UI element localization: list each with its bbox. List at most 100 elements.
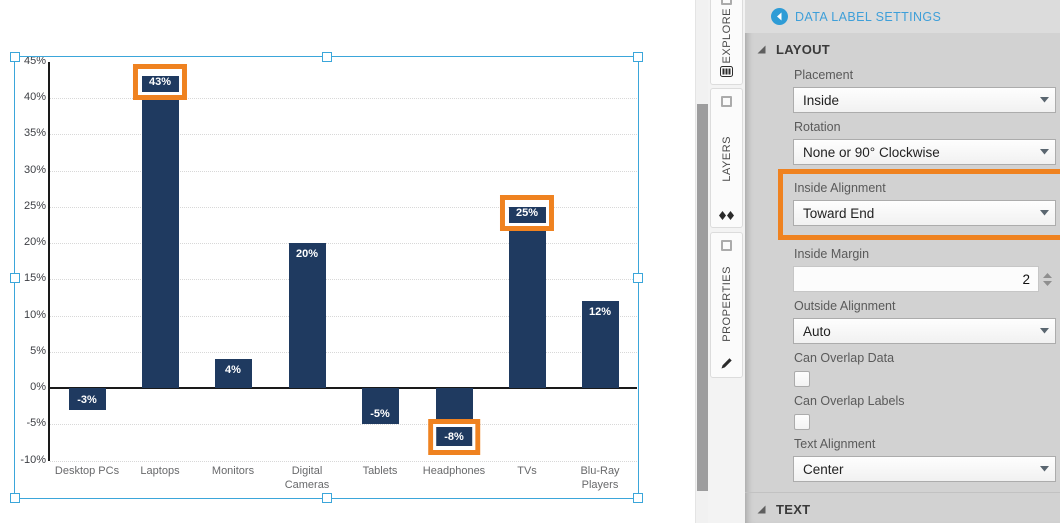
y-axis-tick-label: -5% bbox=[26, 417, 46, 429]
bar[interactable] bbox=[361, 388, 399, 424]
y-axis-tick-label: 10% bbox=[23, 309, 46, 321]
side-tab-strip: EXPLORE LAYERS PROPERTIES bbox=[708, 0, 745, 523]
bar[interactable] bbox=[68, 388, 106, 410]
x-axis-line bbox=[50, 387, 637, 389]
section-text[interactable]: TEXT bbox=[745, 493, 1060, 521]
selection-handle-bottom-right[interactable] bbox=[633, 493, 643, 503]
x-axis-category-label: Desktop PCs bbox=[54, 465, 120, 477]
pencil-icon bbox=[720, 357, 733, 370]
data-label[interactable]: 4% bbox=[225, 364, 241, 376]
bar[interactable] bbox=[508, 207, 546, 388]
selection-handle-mid-left[interactable] bbox=[10, 272, 20, 283]
y-axis-tick-label: 5% bbox=[30, 345, 46, 357]
spin-down-icon bbox=[1043, 280, 1052, 286]
inside-margin-field bbox=[793, 266, 1056, 292]
bar[interactable] bbox=[214, 359, 252, 388]
tab-explore-label: EXPLORE bbox=[720, 7, 733, 64]
outside-alignment-value: Auto bbox=[803, 323, 831, 339]
data-label-highlight-box: 43% bbox=[132, 64, 188, 100]
gridline bbox=[50, 98, 637, 99]
inside-margin-input[interactable] bbox=[793, 266, 1039, 292]
section-layout-label: LAYOUT bbox=[776, 42, 831, 57]
y-axis-tick-label: 15% bbox=[23, 272, 46, 284]
rotation-dropdown[interactable]: None or 90° Clockwise bbox=[793, 139, 1056, 165]
text-alignment-dropdown[interactable]: Center bbox=[793, 456, 1056, 482]
tab-properties[interactable]: PROPERTIES bbox=[710, 232, 743, 378]
data-label[interactable]: -3% bbox=[77, 394, 97, 406]
selection-handle-top-right[interactable] bbox=[633, 52, 643, 62]
data-label-highlight-box: 25% bbox=[499, 195, 555, 231]
panel-dock-icon bbox=[721, 0, 732, 5]
can-overlap-labels-label: Can Overlap Labels bbox=[794, 394, 905, 408]
y-axis-tick-label: 25% bbox=[23, 200, 46, 212]
can-overlap-labels-checkbox[interactable] bbox=[794, 414, 810, 430]
y-axis-tick-label: 30% bbox=[23, 164, 46, 176]
bar[interactable] bbox=[581, 301, 619, 388]
chevron-down-icon bbox=[1033, 149, 1055, 155]
text-alignment-value: Center bbox=[803, 461, 844, 477]
panel-title: DATA LABEL SETTINGS bbox=[795, 9, 942, 24]
selection-handle-bottom-left[interactable] bbox=[10, 493, 20, 503]
x-axis-category-label: Monitors bbox=[211, 465, 255, 477]
data-label[interactable]: -5% bbox=[370, 408, 390, 420]
spinner-buttons[interactable] bbox=[1039, 266, 1056, 292]
gridline bbox=[50, 171, 637, 172]
selection-handle-mid-right[interactable] bbox=[633, 272, 643, 283]
can-overlap-data-checkbox[interactable] bbox=[794, 371, 810, 387]
section-text-label: TEXT bbox=[776, 502, 811, 517]
gridline bbox=[50, 316, 637, 317]
selection-handle-top-center[interactable] bbox=[321, 52, 332, 62]
data-label[interactable]: 43% bbox=[137, 69, 183, 95]
inside-alignment-value: Toward End bbox=[803, 205, 875, 221]
panel-dock-icon bbox=[721, 96, 732, 107]
bar-chart[interactable]: 45% 40% 35% 30% 25% 20% 15% 10% 5% 0% -5% -10% -3% De… bbox=[0, 0, 695, 523]
selection-handle-bottom-center[interactable] bbox=[321, 493, 332, 503]
layout-fields: Placement Inside Rotation None or 90° Cl… bbox=[745, 68, 1060, 482]
placement-value: Inside bbox=[803, 92, 840, 108]
section-layout[interactable]: LAYOUT bbox=[745, 33, 1060, 61]
can-overlap-data-label: Can Overlap Data bbox=[794, 351, 895, 365]
tab-properties-label: PROPERTIES bbox=[720, 266, 733, 342]
layers-icon bbox=[719, 211, 734, 220]
back-icon[interactable] bbox=[771, 8, 788, 25]
gridline bbox=[50, 461, 637, 462]
bar[interactable] bbox=[141, 76, 179, 388]
inside-alignment-dropdown[interactable]: Toward End bbox=[793, 200, 1056, 226]
text-alignment-label: Text Alignment bbox=[794, 437, 876, 451]
selection-handle-top-left[interactable] bbox=[10, 52, 20, 62]
panel-header: DATA LABEL SETTINGS bbox=[745, 0, 1060, 33]
bar[interactable] bbox=[288, 243, 326, 388]
expander-icon bbox=[757, 45, 766, 54]
gridline bbox=[50, 134, 637, 135]
chevron-down-icon bbox=[1033, 97, 1055, 103]
data-label-settings-panel: DATA LABEL SETTINGS LAYOUT Placement Ins… bbox=[745, 0, 1060, 523]
x-axis-category-label: TVs bbox=[517, 465, 537, 477]
y-axis-line bbox=[48, 62, 50, 461]
chart-canvas[interactable]: 45% 40% 35% 30% 25% 20% 15% 10% 5% 0% -5% -10% -3% De… bbox=[0, 0, 695, 523]
placement-dropdown[interactable]: Inside bbox=[793, 87, 1056, 113]
scrollbar-thumb[interactable] bbox=[697, 104, 708, 491]
bar[interactable] bbox=[435, 388, 473, 446]
x-axis-category-label: Laptops bbox=[140, 465, 180, 477]
inside-margin-label: Inside Margin bbox=[794, 247, 870, 261]
y-axis-tick-label: 45% bbox=[23, 55, 46, 67]
data-label[interactable]: 12% bbox=[588, 306, 612, 318]
chevron-down-icon bbox=[1033, 466, 1055, 472]
y-axis-tick-label: 0% bbox=[30, 381, 46, 393]
tab-layers-label: LAYERS bbox=[720, 136, 733, 182]
data-label[interactable]: 20% bbox=[295, 248, 319, 260]
gridline bbox=[50, 279, 637, 280]
tab-layers[interactable]: LAYERS bbox=[710, 88, 743, 228]
columns-icon bbox=[720, 66, 733, 77]
tab-explore[interactable]: EXPLORE bbox=[710, 0, 743, 85]
outside-alignment-dropdown[interactable]: Auto bbox=[793, 318, 1056, 344]
y-axis-tick-label: 40% bbox=[23, 91, 46, 103]
data-label[interactable]: -8% bbox=[433, 424, 475, 450]
data-label-highlight-box: -8% bbox=[428, 419, 480, 455]
placement-label: Placement bbox=[794, 68, 854, 82]
x-axis-category-label: Blu-Ray Players bbox=[580, 465, 620, 491]
x-axis-category-label: Digital Cameras bbox=[284, 465, 330, 491]
panel-dock-icon bbox=[721, 240, 732, 251]
panel-scrollbar[interactable] bbox=[695, 0, 709, 523]
data-label[interactable]: 25% bbox=[504, 200, 550, 226]
